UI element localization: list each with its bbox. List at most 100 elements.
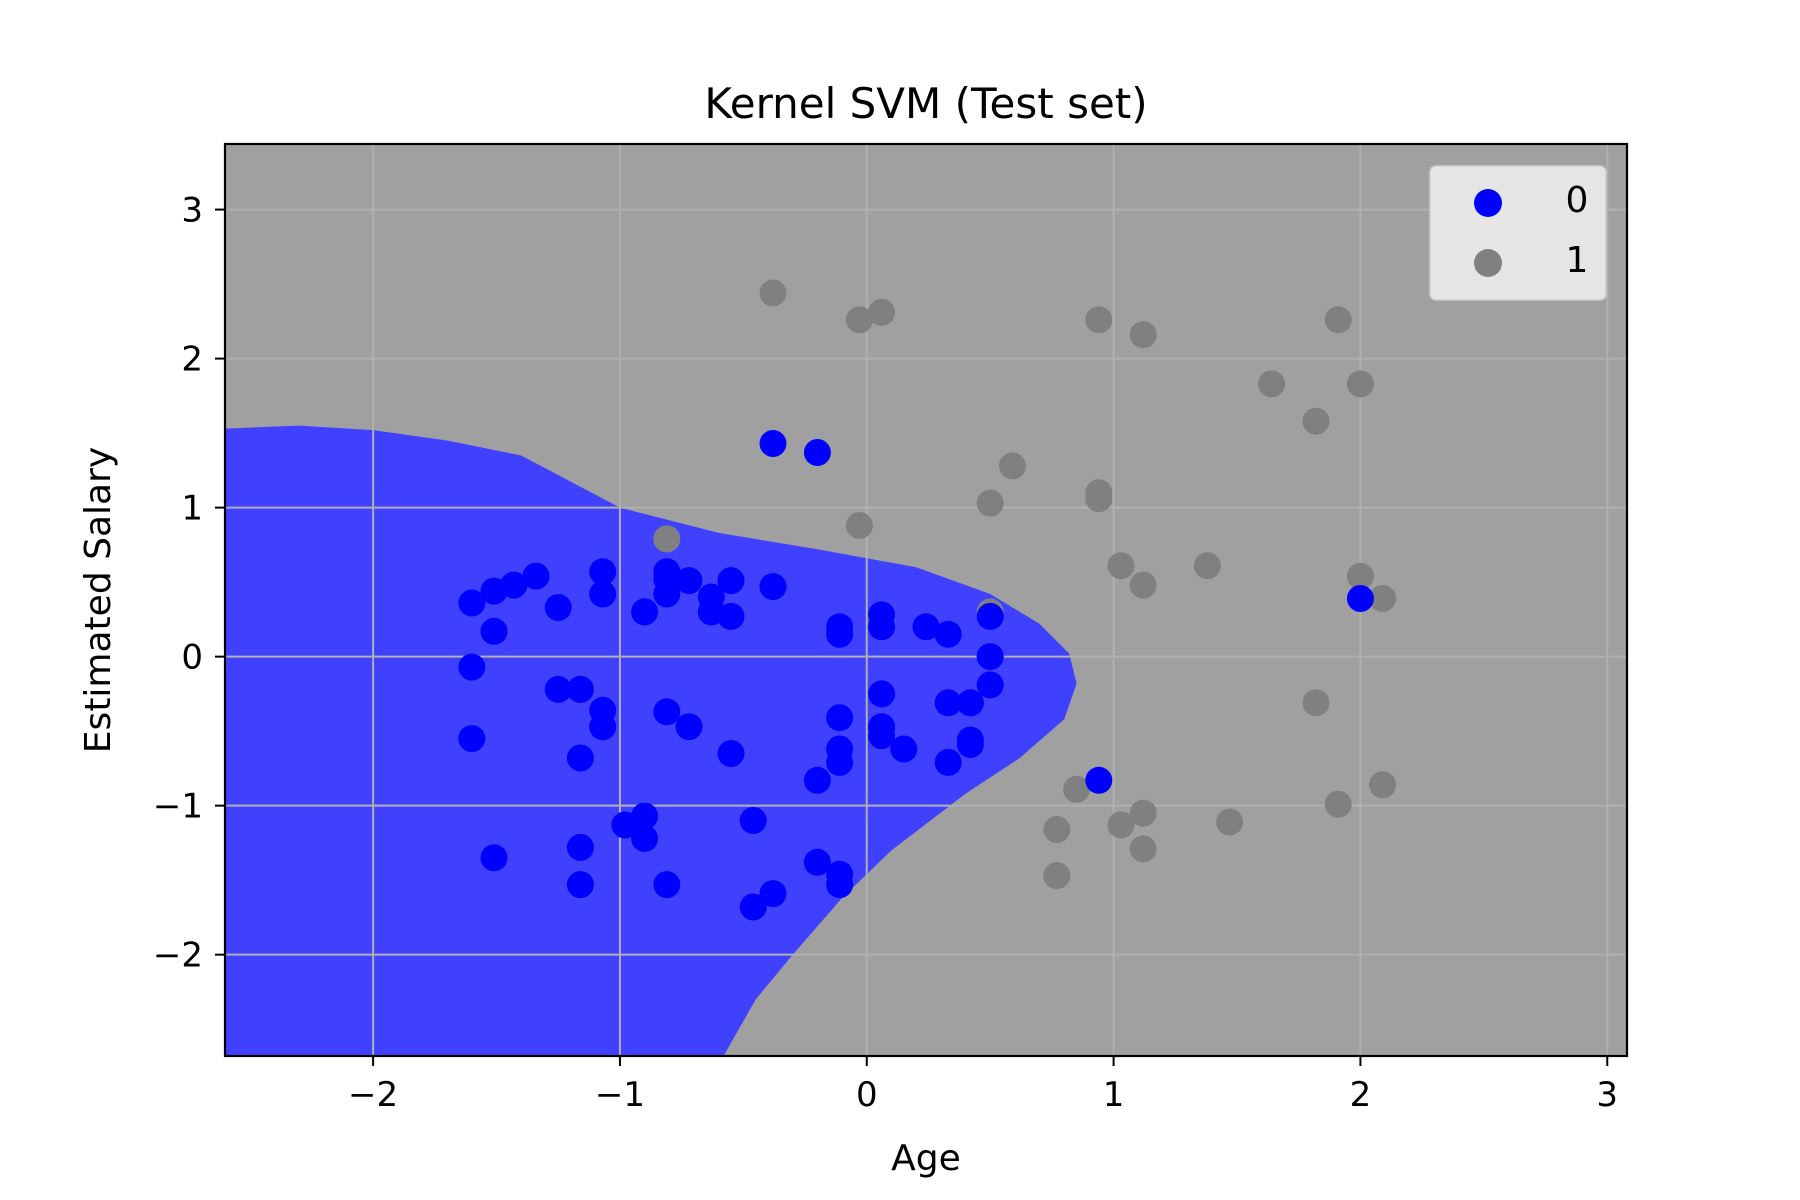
data-point-class-0	[653, 871, 681, 899]
data-point-class-0	[675, 567, 703, 595]
data-point-class-0	[589, 558, 617, 586]
data-point-class-1	[1302, 407, 1330, 435]
data-point-class-1	[1369, 771, 1397, 799]
data-point-class-0	[566, 675, 594, 703]
data-point-class-0	[500, 571, 528, 599]
data-point-class-0	[739, 807, 767, 834]
data-point-class-1	[653, 525, 681, 553]
data-point-class-1	[1216, 808, 1244, 836]
data-point-class-1	[1324, 306, 1352, 334]
y-axis-label: Estimated Salary	[78, 447, 119, 753]
data-point-class-0	[826, 735, 854, 763]
x-axis: −2 −1 0 1 2 3	[348, 1056, 1618, 1115]
data-point-class-1	[1258, 370, 1286, 398]
data-point-class-0	[803, 439, 831, 466]
data-point-class-1	[1085, 306, 1113, 334]
x-tick-label: 3	[1596, 1075, 1618, 1115]
data-point-class-0	[480, 617, 508, 645]
data-point-class-1	[1107, 552, 1135, 580]
data-point-class-0	[717, 740, 745, 767]
data-point-class-0	[631, 802, 659, 830]
data-point-class-0	[890, 735, 918, 763]
data-point-class-1	[1346, 562, 1374, 590]
data-point-class-0	[826, 871, 854, 899]
data-point-class-0	[803, 766, 831, 794]
y-tick-label: 2	[181, 340, 203, 380]
data-point-class-0	[544, 675, 572, 703]
x-tick-label: 1	[1103, 1075, 1125, 1115]
data-point-class-0	[912, 613, 940, 641]
data-point-class-1	[1043, 862, 1071, 890]
data-point-class-1	[1346, 370, 1374, 398]
data-point-class-0	[759, 430, 787, 457]
data-point-class-1	[845, 306, 873, 334]
y-tick-label: 0	[181, 638, 203, 678]
x-tick-label: 0	[856, 1075, 878, 1115]
data-point-class-0	[976, 602, 1004, 630]
y-tick-label: 3	[181, 191, 203, 231]
data-point-class-0	[826, 704, 854, 732]
data-point-class-1	[1369, 585, 1397, 612]
data-point-class-1	[1129, 571, 1157, 599]
data-point-class-1	[1324, 790, 1352, 818]
plot-area	[223, 142, 1629, 1058]
legend-label-0: 0	[1566, 180, 1589, 221]
data-point-class-0	[934, 748, 962, 776]
data-point-class-0	[759, 573, 787, 601]
chart-title: Kernel SVM (Test set)	[704, 79, 1147, 128]
x-tick-label: 2	[1350, 1075, 1372, 1115]
data-point-class-0	[589, 713, 617, 741]
data-point-class-0	[739, 893, 767, 921]
data-point-class-0	[956, 731, 984, 758]
data-point-class-0	[544, 594, 572, 621]
legend-box	[1429, 165, 1607, 301]
legend-marker-0	[1474, 189, 1502, 217]
data-point-class-1	[1085, 485, 1113, 513]
data-point-class-1	[998, 452, 1026, 480]
data-point-class-1	[1302, 689, 1330, 717]
series-0-points	[458, 430, 1374, 921]
data-point-class-1	[1063, 775, 1091, 803]
class-0-region	[225, 425, 1077, 1056]
data-point-class-1	[1107, 811, 1135, 839]
data-point-class-0	[566, 871, 594, 899]
x-tick-label: −2	[348, 1075, 398, 1115]
data-point-class-0	[868, 680, 896, 708]
data-point-class-0	[934, 689, 962, 717]
data-point-class-0	[759, 880, 787, 908]
y-tick-label: 1	[181, 489, 203, 529]
data-point-class-0	[589, 580, 617, 608]
data-point-class-0	[566, 833, 594, 861]
data-point-class-0	[1346, 585, 1374, 612]
data-point-class-1	[845, 512, 873, 539]
y-axis: −2 −1 0 1 2 3	[153, 191, 225, 976]
data-point-class-0	[458, 653, 486, 681]
data-point-class-0	[522, 562, 550, 590]
data-point-class-0	[868, 722, 896, 750]
data-point-class-0	[826, 620, 854, 648]
y-tick-label: −2	[153, 936, 203, 976]
data-point-class-0	[458, 589, 486, 617]
data-point-class-1	[1129, 799, 1157, 827]
data-point-class-0	[653, 580, 681, 608]
data-point-class-0	[934, 620, 962, 648]
data-point-class-1	[1129, 321, 1157, 349]
data-point-class-0	[675, 713, 703, 741]
data-point-class-0	[480, 844, 508, 872]
legend-label-1: 1	[1566, 240, 1589, 281]
data-point-class-1	[1129, 835, 1157, 863]
plot-frame	[223, 142, 1629, 1058]
data-point-class-0	[631, 598, 659, 626]
data-point-class-0	[956, 689, 984, 717]
data-point-class-1	[976, 489, 1004, 517]
data-point-class-0	[631, 824, 659, 852]
data-point-class-0	[566, 744, 594, 772]
x-tick-label: −1	[595, 1075, 645, 1115]
data-point-class-0	[976, 643, 1004, 671]
data-point-class-1	[868, 298, 896, 326]
data-point-class-0	[717, 567, 745, 595]
y-tick-label: −1	[153, 787, 203, 827]
data-point-class-0	[458, 725, 486, 753]
legend: 0 1	[1429, 165, 1607, 301]
